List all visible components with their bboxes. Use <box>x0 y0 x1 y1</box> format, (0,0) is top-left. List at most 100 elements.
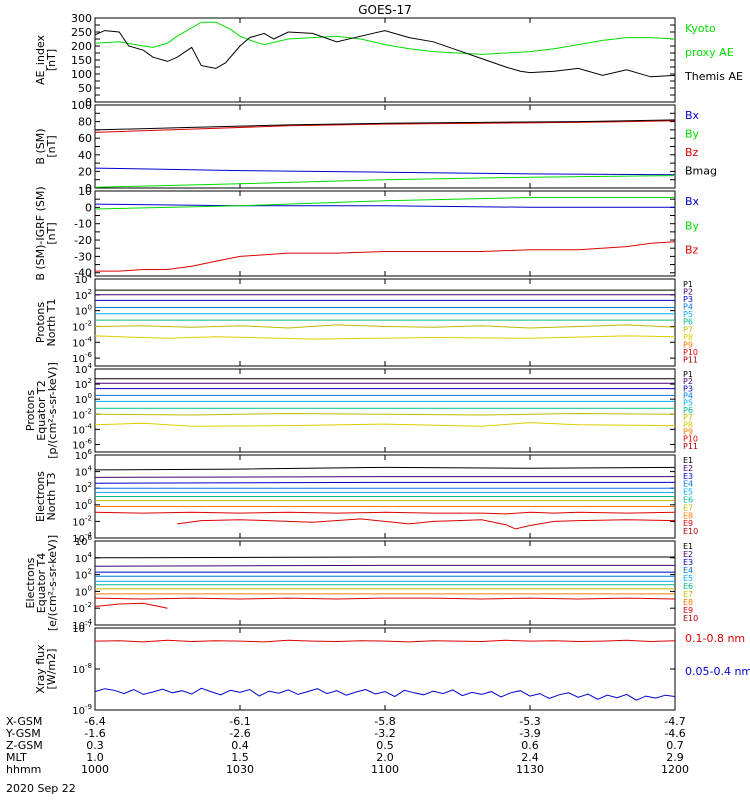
x-tick-value: -5.8 <box>374 715 395 728</box>
legend-entry: 0.1-0.8 nm <box>685 632 745 645</box>
x-tick-value: 1100 <box>371 763 399 776</box>
y-tick-label: 10-7 <box>72 621 92 635</box>
y-tick-label: 100 <box>75 392 92 406</box>
legend-entry: P1 <box>683 280 693 289</box>
x-tick-value: -2.6 <box>229 727 250 740</box>
legend-entry: P1 <box>683 370 693 379</box>
y-axis-title: North T3 <box>45 473 58 521</box>
legend-entry: P5 <box>683 399 693 408</box>
y-axis-title: Electrons <box>34 471 47 522</box>
y-tick-label: 0 <box>85 182 92 195</box>
series-e10 <box>177 518 676 530</box>
y-tick-label: 50 <box>78 82 92 95</box>
series-e1 <box>94 466 676 471</box>
x-row-label: hhmm <box>6 763 41 776</box>
legend-entry: P6 <box>683 318 693 327</box>
panel-8: 10-9 10-8 10-7 Xray flux[W/m2] 0.1-0.8 nm 0.0… <box>34 621 750 717</box>
legend-entry: P8 <box>683 333 693 342</box>
y-tick-label: 100 <box>75 584 92 598</box>
panel-frame <box>94 368 676 453</box>
legend-entry: Bx <box>685 195 700 208</box>
legend-entry: E4 <box>683 480 693 489</box>
y-tick-label: 104 <box>75 551 93 565</box>
series-bx <box>94 203 675 208</box>
legend-entry: P10 <box>683 435 698 444</box>
y-tick-label: 10-4 <box>72 422 92 436</box>
series-0-05-0-4-nm <box>94 687 676 701</box>
legend-entry: By <box>685 219 700 232</box>
y-tick-label: 10-2 <box>72 601 92 615</box>
x-tick-value: 2.9 <box>666 751 684 764</box>
legend-entry: By <box>685 127 700 140</box>
legend-entry: P6 <box>683 406 693 415</box>
y-axis-title: [W/m2] <box>45 649 58 690</box>
legend-entry: E8 <box>683 598 693 607</box>
y-tick-label: 40 <box>78 149 92 162</box>
y-axis-title: B (SM) <box>34 128 47 164</box>
legend-entry: E10 <box>683 527 698 536</box>
panel-frame <box>94 190 676 277</box>
series-bmag <box>94 119 676 131</box>
y-tick-label: 10-6 <box>72 351 92 365</box>
x-tick-value: 1.5 <box>231 751 249 764</box>
y-tick-label: 250 <box>71 26 92 39</box>
series-kyoto-proxy-ae <box>94 21 676 55</box>
panel-frame <box>94 627 676 711</box>
series-bz <box>94 120 676 133</box>
y-axis-title: Equator T4 <box>35 553 48 613</box>
y-axis-title: Equator T2 <box>35 380 48 440</box>
panel-1: 050100150200250300AE_index[nT]Kyotoproxy… <box>34 12 743 109</box>
x-tick-value: 0.4 <box>231 739 249 752</box>
y-tick-label: 10-6 <box>72 437 92 451</box>
x-tick-value: 2.4 <box>521 751 539 764</box>
legend-entry: P9 <box>683 427 693 436</box>
series-e3 <box>94 481 675 484</box>
x-tick-value: -3.9 <box>519 727 540 740</box>
legend-entry: E7 <box>683 503 693 512</box>
x-tick-value: -1.6 <box>84 727 105 740</box>
y-tick-label: 80 <box>78 116 92 129</box>
y-tick-label: 102 <box>75 377 92 391</box>
legend-entry: P4 <box>683 303 693 312</box>
x-tick-value: -5.3 <box>519 715 540 728</box>
x-tick-value: 0.7 <box>666 739 684 752</box>
y-tick-label: 150 <box>71 54 92 67</box>
legend-entry: P4 <box>683 392 693 401</box>
legend-entry: Bz <box>685 146 699 159</box>
y-tick-label: 300 <box>71 12 92 25</box>
y-tick-label: 104 <box>75 272 93 286</box>
y-tick-label: 200 <box>71 40 92 53</box>
y-axis-title: Protons <box>34 302 47 343</box>
series-0-1-0-8-nm <box>94 639 676 643</box>
y-tick-label: 10-4 <box>72 531 92 545</box>
y-axis-title: [nT] <box>45 135 58 157</box>
y-axis-title: B (SM)-IGRF (SM) <box>34 186 47 280</box>
legend-entry: P3 <box>683 295 693 304</box>
series-by <box>94 197 675 210</box>
legend-entry: 0.05-0.4 nm <box>685 665 750 678</box>
y-tick-label: -10 <box>74 218 92 231</box>
legend-entry: P5 <box>683 310 693 319</box>
legend-entry: E2 <box>683 550 693 559</box>
x-row-label: MLT <box>6 751 27 764</box>
y-tick-label: -20 <box>74 234 92 247</box>
legend-entry: E7 <box>683 590 693 599</box>
legend-entry: P7 <box>683 325 693 334</box>
y-axis-title: [e/(cm²-s-sr-keV)] <box>46 535 59 631</box>
legend-entry: P2 <box>683 288 693 297</box>
x-tick-value: 1030 <box>226 763 254 776</box>
y-tick-label: 102 <box>75 288 92 302</box>
date-label: 2020 Sep 22 <box>6 782 76 795</box>
x-tick-value: 1000 <box>81 763 109 776</box>
x-row-label: Y-GSM <box>5 727 41 740</box>
legend-entry: E2 <box>683 464 693 473</box>
legend-entry: E1 <box>683 456 693 465</box>
y-tick-label: 104 <box>75 465 93 479</box>
y-axis-title: Electrons <box>24 557 37 608</box>
x-tick-value: -4.6 <box>664 727 685 740</box>
